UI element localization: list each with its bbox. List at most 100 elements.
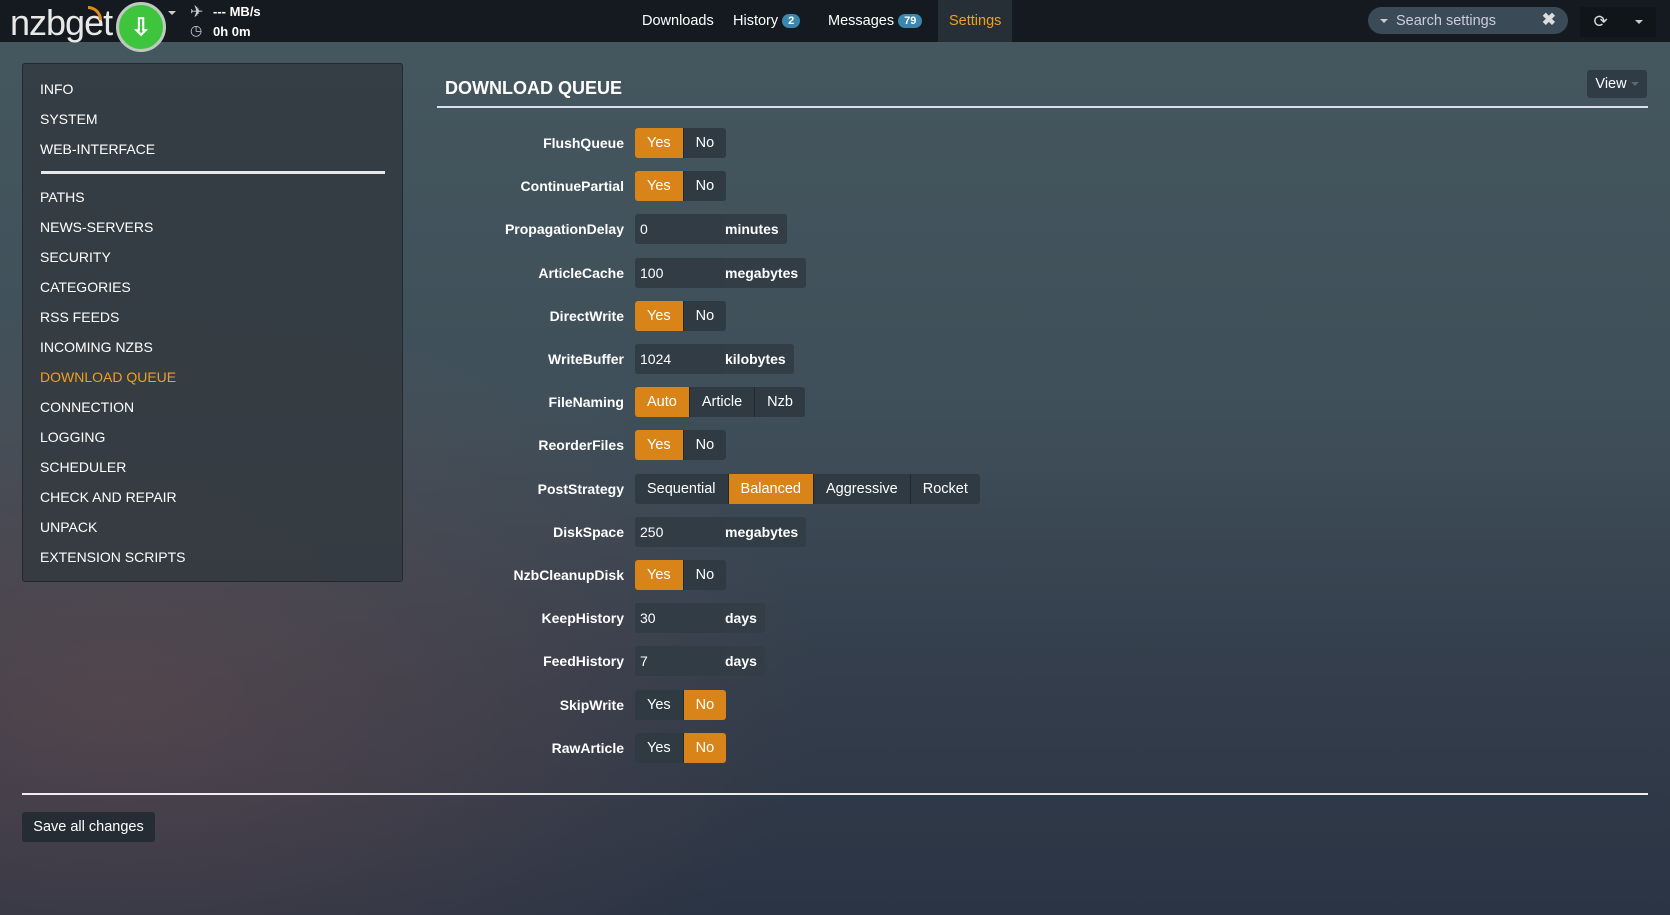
option-nzb-button[interactable]: Nzb — [767, 394, 793, 411]
status-dropdown-caret-icon[interactable] — [168, 11, 176, 15]
option-article-button[interactable]: Article — [690, 387, 756, 418]
keephistory-control: 30 days — [635, 603, 765, 634]
download-status-button[interactable]: ⇩ — [116, 2, 166, 52]
option-row-rawarticle: RawArticle Yes No — [0, 732, 1000, 763]
option-label: ContinuePartial — [520, 178, 624, 195]
sidebar-item-categories[interactable]: CATEGORIES — [40, 279, 131, 295]
section-title: DOWNLOAD QUEUE — [445, 78, 622, 98]
logo: nzbget — [10, 2, 113, 43]
sidebar-item-incoming-nzbs[interactable]: INCOMING NZBS — [40, 339, 153, 355]
option-row-filenaming: FileNaming Auto Article Nzb — [0, 387, 1000, 418]
option-row-reorderfiles: ReorderFiles Yes No — [0, 430, 1000, 461]
sidebar-item-web-interface[interactable]: WEB-INTERFACE — [40, 141, 156, 157]
unit-label: minutes — [723, 214, 787, 245]
nzbcleanupdisk-control: Yes No — [635, 560, 727, 590]
search-settings-input[interactable]: Search settings ✖ — [1368, 7, 1568, 34]
option-no-button[interactable]: No — [695, 437, 715, 454]
option-sequential-button[interactable]: Sequential — [635, 473, 729, 504]
clear-search-icon[interactable]: ✖ — [1541, 10, 1556, 29]
diskspace-input[interactable]: 250 — [635, 516, 723, 547]
feedhistory-input[interactable]: 7 — [635, 646, 723, 677]
sidebar-item-check-and-repair[interactable]: CHECK AND REPAIR — [40, 489, 177, 505]
tab-downloads[interactable]: Downloads — [642, 13, 714, 29]
history-badge: 2 — [782, 14, 801, 28]
option-no-button[interactable]: No — [695, 178, 715, 195]
menu-caret-icon[interactable] — [1634, 20, 1643, 24]
view-caret-icon — [1630, 82, 1639, 86]
reorderfiles-control: Yes No — [635, 430, 727, 461]
propagationdelay-control: 0 minutes — [635, 214, 787, 245]
tab-settings[interactable]: Settings — [938, 0, 1013, 42]
option-no-button[interactable]: No — [695, 307, 715, 324]
option-no-button[interactable]: No — [695, 567, 715, 583]
option-label: DiskSpace — [553, 523, 624, 540]
sidebar-item-system[interactable]: SYSTEM — [40, 111, 98, 127]
option-yes-button[interactable]: Yes — [635, 689, 684, 720]
option-no-button[interactable]: No — [683, 732, 727, 763]
sidebar-item-security[interactable]: SECURITY — [40, 249, 111, 265]
section-divider — [437, 106, 1648, 108]
option-yes-button[interactable]: Yes — [635, 171, 684, 202]
option-balanced-button[interactable]: Balanced — [728, 473, 814, 504]
option-yes-button[interactable]: Yes — [635, 300, 684, 331]
option-row-poststrategy: PostStrategy Sequential Balanced Aggressive… — [0, 473, 1000, 504]
flushqueue-control: Yes No — [635, 128, 727, 158]
diskspace-control: 250 megabytes — [635, 516, 807, 547]
option-yes-button[interactable]: Yes — [635, 560, 684, 590]
feedhistory-control: 7 days — [635, 646, 765, 677]
sidebar-item-logging[interactable]: LOGGING — [40, 429, 106, 445]
tab-messages[interactable]: Messages 79 — [818, 0, 932, 42]
option-label: RawArticle — [551, 739, 624, 756]
option-row-diskspace: DiskSpace 250 megabytes — [0, 516, 1000, 547]
sidebar-item-unpack[interactable]: UNPACK — [40, 519, 98, 535]
settings-sidebar: INFO SYSTEM WEB-INTERFACE PATHS NEWS-SERVERS… — [22, 63, 403, 582]
wifi-icon — [88, 6, 102, 20]
option-yes-button[interactable]: Yes — [635, 128, 684, 158]
option-auto-button[interactable]: Auto — [635, 387, 690, 418]
sidebar-item-news-servers[interactable]: NEWS-SERVERS — [40, 219, 154, 235]
option-no-button[interactable]: No — [683, 689, 727, 720]
articlecache-input[interactable]: 100 — [635, 257, 723, 288]
writebuffer-control: 1024 kilobytes — [635, 344, 794, 374]
option-label: KeepHistory — [541, 610, 624, 627]
unit-label: megabytes — [723, 257, 807, 288]
writebuffer-input[interactable]: 1024 — [635, 344, 723, 374]
option-label: DirectWrite — [549, 307, 624, 324]
sidebar-item-connection[interactable]: CONNECTION — [40, 399, 135, 415]
option-yes-button[interactable]: Yes — [635, 430, 684, 461]
option-aggressive-button[interactable]: Aggressive — [814, 473, 911, 504]
sidebar-divider — [41, 171, 385, 174]
clock-icon: ◷ — [190, 22, 203, 38]
sidebar-item-rss-feeds[interactable]: RSS FEEDS — [40, 309, 120, 325]
propagationdelay-input[interactable]: 0 — [635, 214, 723, 245]
option-label: FileNaming — [548, 394, 624, 411]
option-row-feedhistory: FeedHistory 7 days — [0, 646, 1000, 677]
directwrite-control: Yes No — [635, 300, 727, 331]
option-rocket-button[interactable]: Rocket — [922, 480, 968, 497]
option-row-keephistory: KeepHistory 30 days — [0, 603, 1000, 634]
sidebar-item-paths[interactable]: PATHS — [40, 189, 85, 205]
view-button[interactable]: View — [1587, 70, 1647, 98]
plane-icon: ✈ — [190, 4, 204, 21]
option-yes-button[interactable]: Yes — [635, 732, 684, 763]
refresh-icon[interactable]: ⟳ — [1593, 12, 1608, 31]
option-label: PostStrategy — [537, 480, 624, 497]
option-row-writebuffer: WriteBuffer 1024 kilobytes — [0, 344, 1000, 374]
tab-history[interactable]: History 2 — [723, 0, 810, 42]
poststrategy-control: Sequential Balanced Aggressive Rocket — [635, 473, 980, 504]
option-row-continuepartial: ContinuePartial Yes No — [0, 171, 1000, 202]
sidebar-item-info[interactable]: INFO — [40, 81, 74, 97]
option-label: PropagationDelay — [504, 221, 624, 238]
option-label: WriteBuffer — [548, 351, 624, 367]
sidebar-item-extension-scripts[interactable]: EXTENSION SCRIPTS — [40, 549, 186, 565]
option-label: ReorderFiles — [538, 437, 624, 454]
filenaming-control: Auto Article Nzb — [635, 387, 805, 418]
save-all-changes-button[interactable]: Save all changes — [22, 812, 155, 842]
keephistory-input[interactable]: 30 — [635, 603, 723, 634]
header: nzbget ⇩ ✈ --- MB/s ◷ 0h 0m Downloads Hi… — [0, 0, 1670, 52]
option-no-button[interactable]: No — [695, 135, 715, 151]
option-label: FeedHistory — [543, 653, 624, 670]
sidebar-item-scheduler[interactable]: SCHEDULER — [40, 459, 127, 475]
search-caret-icon[interactable] — [1380, 18, 1388, 23]
sidebar-item-download-queue[interactable]: DOWNLOAD QUEUE — [40, 369, 177, 385]
